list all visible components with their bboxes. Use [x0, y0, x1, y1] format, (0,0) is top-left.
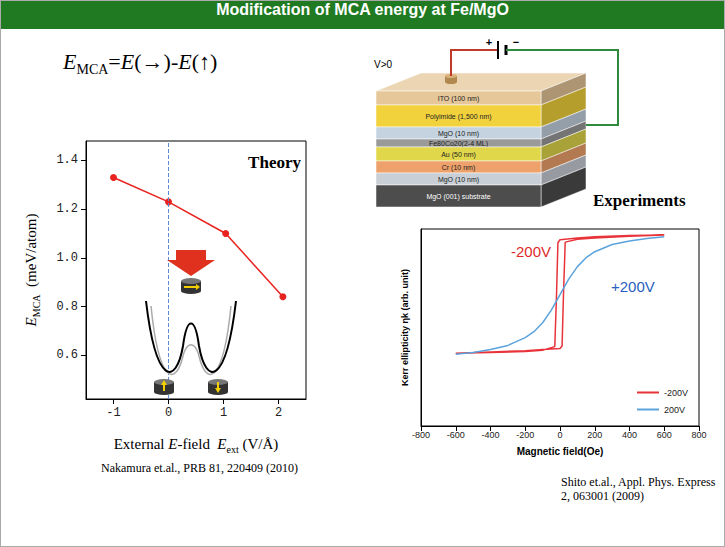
svg-text:MgO (10 nm): MgO (10 nm)	[438, 176, 479, 184]
svg-text:Cr (10 nm): Cr (10 nm)	[442, 164, 475, 172]
html-text:Experiments: Experiments	[593, 191, 686, 210]
svg-text:0: 0	[557, 430, 562, 440]
svg-text:Fe80Co20(2-4 ML): Fe80Co20(2-4 ML)	[429, 140, 488, 148]
html-text:Shito et.al., Appl. Phys. Expr: Shito et.al., Appl. Phys. Express 2, 063…	[561, 475, 716, 503]
svg-text:V>0: V>0	[374, 59, 393, 70]
svg-text:+200V: +200V	[611, 278, 655, 295]
svg-text:-600: -600	[447, 430, 465, 440]
svg-text:0.6: 0.6	[56, 348, 78, 362]
svg-text:E: E	[216, 436, 226, 452]
svg-text:200V: 200V	[664, 405, 685, 415]
svg-text:Theory: Theory	[248, 153, 301, 172]
svg-text:ITO (100 nm): ITO (100 nm)	[438, 95, 480, 103]
svg-text:E: E	[167, 436, 177, 452]
svg-text:-200V: -200V	[511, 243, 551, 260]
svg-text:-1: -1	[106, 406, 120, 420]
svg-text:(V/Å): (V/Å)	[239, 436, 279, 453]
svg-text:Au (50 nm): Au (50 nm)	[441, 151, 476, 159]
svg-text:200: 200	[587, 430, 602, 440]
svg-text:−: −	[513, 36, 519, 48]
svg-text:1: 1	[220, 406, 227, 420]
svg-text:Polyimide (1,500 nm): Polyimide (1,500 nm)	[425, 113, 491, 121]
svg-text:2: 2	[275, 406, 282, 420]
svg-text:MgO (001) substrate: MgO (001) substrate	[426, 193, 490, 201]
svg-text:-800: -800	[412, 430, 430, 440]
svg-text:1.0: 1.0	[56, 251, 78, 265]
svg-text:-400: -400	[481, 430, 499, 440]
svg-text:0: 0	[165, 406, 172, 420]
svg-text:Kerr ellipticity ηk (arb. unit: Kerr ellipticity ηk (arb. unit)	[400, 269, 410, 386]
html-text:EMCA= E (→)- E (↑): EMCA= E (→)- E (↑)	[63, 49, 218, 78]
svg-text:-200: -200	[516, 430, 534, 440]
svg-text:E: E	[23, 317, 39, 327]
svg-text:800: 800	[691, 430, 706, 440]
svg-text:+: +	[486, 36, 492, 48]
svg-text:(meV/atom): (meV/atom)	[23, 214, 40, 295]
html-text:Nakamura et.al., PRB 81, 22040: Nakamura et.al., PRB 81, 220409 (2010)	[101, 461, 298, 475]
svg-text:Magnetic field(Oe): Magnetic field(Oe)	[517, 446, 604, 457]
svg-text:400: 400	[622, 430, 637, 440]
svg-text:MCA: MCA	[31, 294, 42, 318]
svg-text:1.2: 1.2	[56, 202, 78, 216]
svg-text:600: 600	[657, 430, 672, 440]
svg-text:1.4: 1.4	[56, 153, 78, 167]
svg-text:ext: ext	[227, 444, 239, 455]
html-text:Modification of MCA energy at: Modification of MCA energy at Fe/MgO	[216, 1, 509, 18]
svg-text:External: External	[114, 436, 169, 452]
svg-text:-field: -field	[177, 436, 217, 452]
svg-text:-200V: -200V	[664, 388, 688, 398]
svg-text:MgO (10 nm): MgO (10 nm)	[438, 130, 479, 138]
svg-text:0.8: 0.8	[56, 300, 78, 314]
